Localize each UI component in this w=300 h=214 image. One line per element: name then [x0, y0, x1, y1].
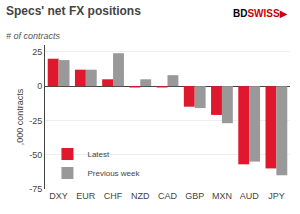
svg-text:25: 25: [32, 47, 42, 57]
svg-text:MXN: MXN: [212, 191, 232, 201]
svg-text:Specs' net FX positions: Specs' net FX positions: [6, 4, 141, 18]
svg-text:BDSWISS▶: BDSWISS▶: [233, 8, 288, 19]
svg-text:GBP: GBP: [185, 191, 204, 201]
svg-text:DXY: DXY: [49, 191, 68, 201]
svg-text:-50: -50: [29, 150, 42, 160]
svg-text:CHF: CHF: [104, 191, 123, 201]
svg-text:AUD: AUD: [240, 191, 260, 201]
svg-text:NZD: NZD: [131, 191, 150, 201]
svg-text:JPY: JPY: [268, 191, 285, 201]
svg-text:# of contracts: # of contracts: [6, 31, 61, 41]
svg-text:EUR: EUR: [76, 191, 96, 201]
svg-text:Latest: Latest: [87, 150, 110, 159]
svg-text:0: 0: [37, 81, 42, 91]
svg-text:,000 contracts: ,000 contracts: [15, 88, 25, 145]
svg-text:-75: -75: [29, 184, 42, 194]
svg-text:-25: -25: [29, 116, 42, 126]
svg-text:Previous week: Previous week: [87, 169, 140, 178]
svg-text:CAD: CAD: [158, 191, 178, 201]
